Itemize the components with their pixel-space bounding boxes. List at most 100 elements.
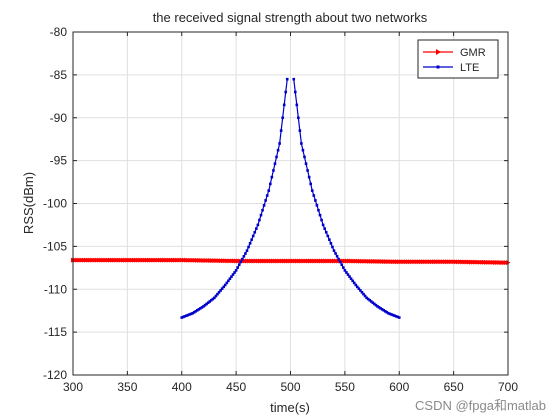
data-point-lte [259,213,263,217]
y-tick-label: -100 [43,197,67,211]
data-point-lte [349,277,353,281]
data-point-lte [393,314,396,318]
data-point-lte [329,242,333,245]
data-point-lte [323,227,326,230]
data-point-lte [306,169,309,172]
x-tick-label: 450 [226,380,246,394]
data-point-lte [192,310,196,314]
data-point-lte [255,227,258,230]
data-point-lte [248,242,252,245]
data-point-lte [357,287,361,290]
data-point-lte [300,142,303,145]
legend-label-lte: LTE [460,62,479,74]
data-point-lte [209,298,213,302]
data-point-lte [276,148,280,152]
data-point-lte [310,189,314,192]
data-point-lte [265,194,269,197]
legend-marker-gmr [436,49,441,55]
data-point-lte [256,223,260,227]
y-tick-label: -95 [50,154,68,168]
series-lte [180,77,401,319]
data-point-lte [219,289,222,292]
x-tick-label: 300 [63,380,83,394]
data-point-lte [371,301,375,305]
data-point-lte [242,254,246,258]
data-point-lte [328,238,331,241]
y-tick-label: -80 [50,25,68,39]
data-point-lte [244,252,247,255]
data-point-lte [231,273,235,276]
data-point-lte [225,281,229,285]
data-point-lte [369,300,373,303]
data-point-lte [348,275,351,278]
data-point-lte [203,303,207,307]
data-point-lte [183,315,187,318]
data-point-lte [227,279,230,283]
y-tick-label: -110 [44,282,67,296]
data-point-lte [237,263,241,267]
data-point-lte [340,263,344,267]
data-point-lte [359,289,362,292]
data-point-lte [380,308,384,311]
data-point-lte [385,310,389,314]
x-tick-label: 350 [117,380,137,394]
data-point-lte [189,312,193,316]
data-point-lte [250,238,253,241]
data-point-lte [223,283,227,287]
x-tick-label: 700 [498,380,518,394]
data-point-lte [356,285,359,289]
legend: GMR LTE [417,39,499,79]
data-point-lte [321,223,325,227]
data-point-lte [214,294,218,298]
data-point-lte [379,307,382,310]
x-tick-label: 500 [280,380,300,394]
data-point-lte [320,218,323,222]
data-point-lte [377,306,381,309]
data-point-lte [397,316,401,319]
data-point-lte [396,315,399,319]
y-tick-label: -120 [43,368,67,382]
data-point-lte [373,302,376,306]
data-point-lte [270,175,274,179]
data-point-lte [326,234,330,238]
data-point-lte [284,90,288,94]
data-point-lte [194,310,198,313]
chart-title: the received signal strength about two n… [153,10,428,25]
data-point-lte [262,204,266,207]
data-point-lte [273,162,277,165]
data-point-lte [352,281,356,285]
y-tick-label: -85 [50,68,68,82]
data-point-lte [351,279,354,283]
data-point-lte [279,129,283,132]
series-gmr [71,257,511,266]
data-point-lte [363,294,367,298]
data-point-lte [314,199,317,202]
legend-box [417,39,499,79]
watermark: CSDN @fpga和matlab [415,398,546,413]
y-tick-label: -90 [50,111,68,125]
x-tick-label: 600 [389,380,409,394]
data-point-lte [239,260,243,264]
y-tick-label: -115 [44,325,67,339]
data-point-lte [278,142,281,145]
data-point-lte [186,313,190,317]
data-point-lte [366,297,370,301]
data-point-lte [331,245,334,249]
data-point-lte [191,311,194,315]
data-point-lte [217,291,221,294]
data-point-lte [307,175,311,179]
data-point-lte [303,155,306,159]
data-point-lte [182,315,185,319]
data-point-lte [195,309,199,312]
data-point-lte [317,208,320,212]
legend-label-gmr: GMR [460,47,486,59]
data-point-lte [295,103,299,107]
data-point-lte [197,308,201,311]
data-point-lte [216,292,219,296]
data-point-lte [285,77,289,81]
data-point-lte [188,313,191,316]
data-point-lte [180,316,184,319]
data-point-lte [312,194,316,197]
data-point-lte [388,312,392,316]
data-point-lte [282,103,286,107]
